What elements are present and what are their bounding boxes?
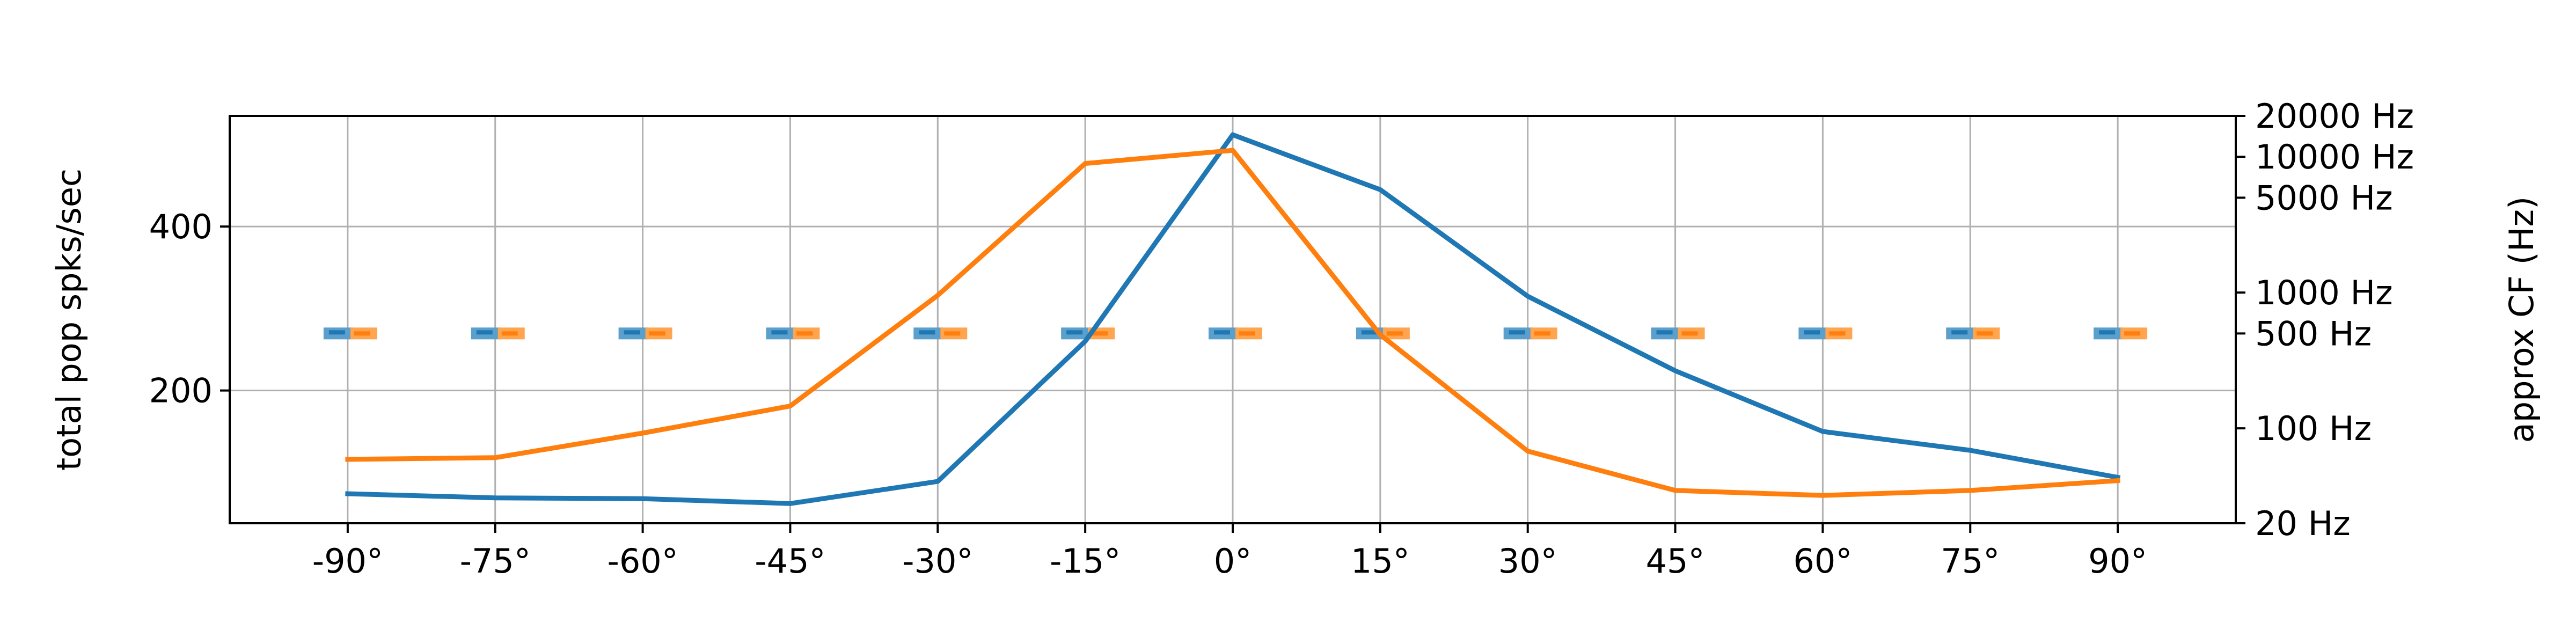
spike-raster-dash (501, 331, 518, 336)
y2-axis-label: approx CF (Hz) (2502, 196, 2541, 443)
x-tick-label: 30° (1498, 541, 1557, 581)
x-tick-label: -75° (460, 541, 531, 581)
x-axis-ticks: -90° -75° -60° -45° -30° -15° 0° 15° 30° 45° 60° 75… (312, 523, 2147, 581)
x-tick-label: -90° (312, 541, 383, 581)
spike-raster-dash (1951, 330, 1968, 335)
y2-tick-label: 500 Hz (2255, 314, 2372, 353)
series-layer (345, 132, 2121, 506)
spike-raster-dash (796, 331, 813, 336)
spike-raster-dash (1681, 331, 1698, 336)
x-tick-label: 60° (1793, 541, 1852, 581)
spike-raster-dash (476, 330, 493, 335)
y-axis-ticks: 200 400 (149, 207, 230, 411)
spike-raster-dash (1361, 330, 1378, 335)
spike-raster-dash (1509, 330, 1525, 335)
y-axis-label: total pop spks/sec (49, 169, 89, 471)
spike-raster-dash (1829, 331, 1846, 336)
series-line-blue (345, 132, 2121, 506)
y2-tick-label: 1000 Hz (2255, 273, 2393, 312)
spike-raster-dash (1092, 331, 1108, 336)
y-tick-label: 400 (149, 207, 213, 246)
spike-raster-layer (323, 327, 2148, 340)
spike-raster-dash (1804, 330, 1820, 335)
x-tick-label: 0° (1214, 541, 1252, 581)
spike-raster-dash (1534, 331, 1550, 336)
spike-raster-dash (624, 330, 640, 335)
spike-raster-dash (771, 330, 788, 335)
spike-raster-dash (1656, 330, 1673, 335)
spike-raster-dash (944, 331, 961, 336)
x-tick-label: 45° (1646, 541, 1705, 581)
x-tick-label: -15° (1050, 541, 1121, 581)
spike-raster-dash (1977, 331, 1993, 336)
y2-tick-label: 20 Hz (2255, 504, 2351, 543)
x-tick-label: -60° (607, 541, 678, 581)
spike-raster-dash (1386, 331, 1403, 336)
x-tick-label: 90° (2088, 541, 2147, 581)
spike-raster-dash (1214, 330, 1230, 335)
spike-raster-dash (649, 331, 665, 336)
spike-raster-dash (328, 330, 345, 335)
spike-raster-dash (354, 331, 370, 336)
x-tick-label: 15° (1351, 541, 1410, 581)
y2-tick-label: 100 Hz (2255, 409, 2372, 448)
spike-raster-dash (919, 330, 935, 335)
spike-raster-dash (1239, 331, 1255, 336)
x-tick-label: -30° (902, 541, 973, 581)
x-tick-label: -45° (755, 541, 825, 581)
spike-raster-dash (1066, 330, 1083, 335)
series-line-orange (345, 148, 2120, 498)
y2-tick-label: 20000 Hz (2255, 97, 2414, 136)
y-tick-label: 200 (149, 371, 213, 411)
y2-tick-label: 5000 Hz (2255, 178, 2393, 217)
y2-tick-label: 10000 Hz (2255, 137, 2414, 177)
spike-raster-dash (2124, 331, 2141, 336)
spike-raster-dash (2099, 330, 2116, 335)
x-tick-label: 75° (1941, 541, 2000, 581)
grid (230, 116, 2236, 523)
